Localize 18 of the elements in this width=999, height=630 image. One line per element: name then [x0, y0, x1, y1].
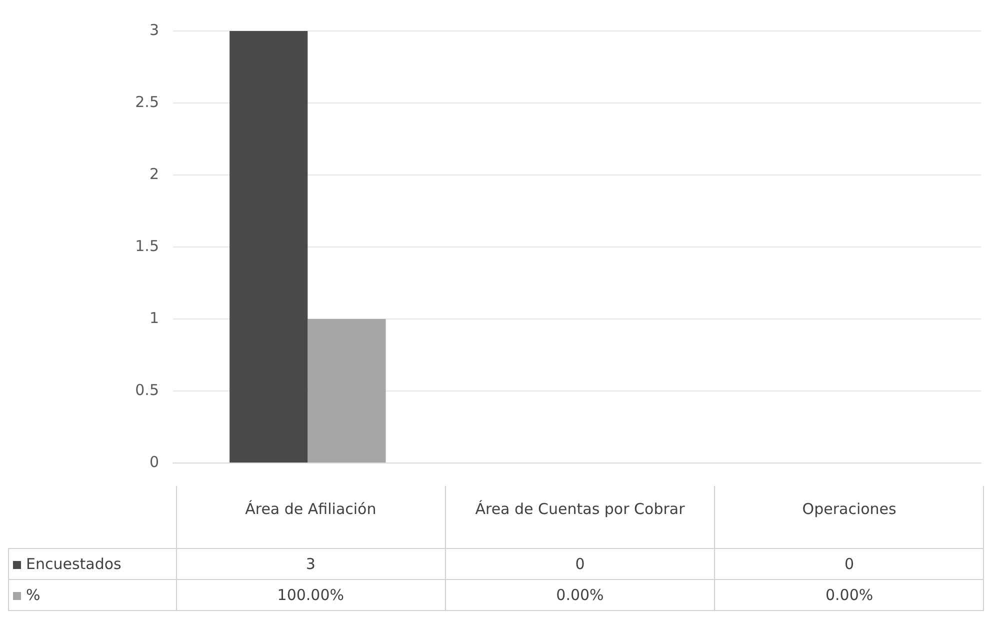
- data-label: 0: [445, 548, 715, 579]
- legend-label: Encuestados: [8, 548, 176, 579]
- legend-label: %: [8, 579, 176, 610]
- y-tick-label: 1: [149, 308, 159, 327]
- y-tick-label: 0.5: [135, 380, 159, 399]
- y-tick-label: 0: [149, 452, 159, 471]
- y-tick-label: 3: [149, 20, 159, 39]
- data-label: 0.00%: [714, 579, 984, 610]
- data-label: 0: [714, 548, 984, 579]
- data-label: 100.00%: [176, 579, 446, 610]
- y-tick-label: 2: [149, 164, 159, 183]
- x-tick-label: Área de Cuentas por Cobrar: [445, 486, 715, 548]
- y-tick-label: 2.5: [135, 92, 159, 111]
- data-label: 0.00%: [445, 579, 715, 610]
- data-label: 3: [176, 548, 446, 579]
- x-tick-label: Operaciones: [714, 486, 984, 548]
- y-tick-label: 1.5: [135, 236, 159, 255]
- x-tick-label: Área de Afiliación: [176, 486, 446, 548]
